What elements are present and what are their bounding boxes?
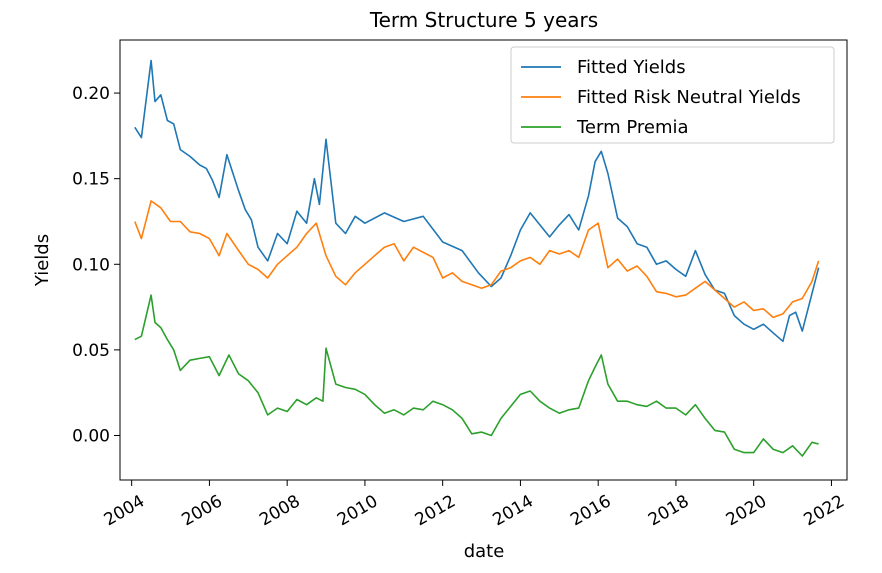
series-line-3 [134, 294, 819, 457]
x-tick-label: 2004 [101, 491, 148, 530]
x-tick-label: 2014 [489, 491, 536, 530]
x-tick-label: 2022 [800, 491, 847, 530]
series-layer [134, 59, 820, 457]
y-tick-label: 0.10 [72, 255, 110, 275]
x-tick-label: 2010 [334, 491, 381, 530]
y-axis-label: Yields [32, 234, 53, 287]
x-tick-label: 2006 [178, 491, 225, 530]
x-tick-label: 2020 [723, 491, 770, 530]
y-tick-label: 0.05 [72, 341, 110, 361]
y-tick-label: 0.00 [72, 426, 110, 446]
x-tick-label: 2016 [567, 491, 614, 530]
legend-label-1: Fitted Yields [577, 57, 686, 78]
y-axis: 0.00 0.05 0.10 0.15 0.20 [72, 84, 120, 446]
x-tick-label: 2018 [645, 491, 692, 530]
y-tick-label: 0.20 [72, 84, 110, 104]
series-line-2 [134, 200, 820, 319]
x-axis: 2004 2006 2008 2010 2012 2014 2016 2018 2020 2022 [101, 480, 848, 530]
legend-entries: Fitted Yields Fitted Risk Neutral Yields T… [521, 57, 801, 138]
legend-label-3: Term Premia [576, 117, 689, 138]
x-axis-label: date [464, 541, 505, 562]
plot-frame [119, 39, 848, 481]
x-tick-label: 2008 [256, 491, 303, 530]
y-tick-label: 0.15 [72, 170, 110, 190]
legend-label-2: Fitted Risk Neutral Yields [577, 87, 801, 108]
legend: Fitted Yields Fitted Risk Neutral Yields T… [510, 46, 835, 144]
chart-title: Term Structure 5 years [369, 8, 598, 32]
x-tick-label: 2012 [412, 491, 459, 530]
legend-box [510, 46, 835, 144]
